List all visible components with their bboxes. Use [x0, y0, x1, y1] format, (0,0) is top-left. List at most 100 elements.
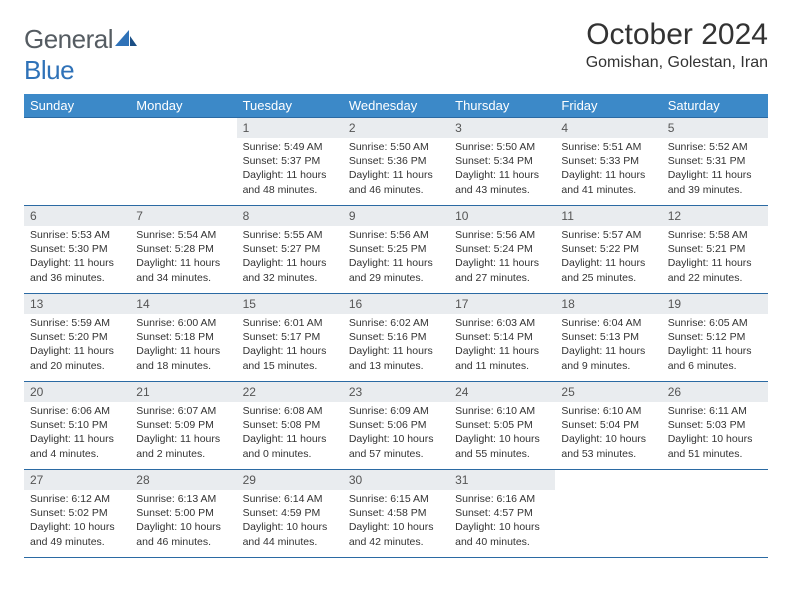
calendar-row: 6Sunrise: 5:53 AMSunset: 5:30 PMDaylight… — [24, 206, 768, 294]
day-info: Sunrise: 5:49 AMSunset: 5:37 PMDaylight:… — [237, 138, 343, 201]
calendar-cell: 22Sunrise: 6:08 AMSunset: 5:08 PMDayligh… — [237, 382, 343, 470]
day-number: 3 — [449, 118, 555, 138]
day-number: 19 — [662, 294, 768, 314]
logo-text-general: General — [24, 24, 113, 54]
calendar-cell: 5Sunrise: 5:52 AMSunset: 5:31 PMDaylight… — [662, 118, 768, 206]
day-number: 28 — [130, 470, 236, 490]
day-info: Sunrise: 6:14 AMSunset: 4:59 PMDaylight:… — [237, 490, 343, 553]
logo-sail-icon — [115, 24, 137, 55]
day-info: Sunrise: 6:04 AMSunset: 5:13 PMDaylight:… — [555, 314, 661, 377]
day-info: Sunrise: 6:16 AMSunset: 4:57 PMDaylight:… — [449, 490, 555, 553]
day-number: 31 — [449, 470, 555, 490]
day-number: 27 — [24, 470, 130, 490]
calendar-cell: 28Sunrise: 6:13 AMSunset: 5:00 PMDayligh… — [130, 470, 236, 558]
day-info: Sunrise: 5:59 AMSunset: 5:20 PMDaylight:… — [24, 314, 130, 377]
calendar-cell: 6Sunrise: 5:53 AMSunset: 5:30 PMDaylight… — [24, 206, 130, 294]
calendar-cell — [130, 118, 236, 206]
logo: GeneralBlue — [24, 24, 137, 86]
calendar-cell: 17Sunrise: 6:03 AMSunset: 5:14 PMDayligh… — [449, 294, 555, 382]
day-info: Sunrise: 6:01 AMSunset: 5:17 PMDaylight:… — [237, 314, 343, 377]
day-number: 2 — [343, 118, 449, 138]
calendar-row: 1Sunrise: 5:49 AMSunset: 5:37 PMDaylight… — [24, 118, 768, 206]
day-info: Sunrise: 6:08 AMSunset: 5:08 PMDaylight:… — [237, 402, 343, 465]
calendar-cell: 13Sunrise: 5:59 AMSunset: 5:20 PMDayligh… — [24, 294, 130, 382]
calendar-cell: 23Sunrise: 6:09 AMSunset: 5:06 PMDayligh… — [343, 382, 449, 470]
day-info: Sunrise: 6:02 AMSunset: 5:16 PMDaylight:… — [343, 314, 449, 377]
day-info: Sunrise: 5:53 AMSunset: 5:30 PMDaylight:… — [24, 226, 130, 289]
weekday-header: Wednesday — [343, 94, 449, 118]
calendar-cell: 30Sunrise: 6:15 AMSunset: 4:58 PMDayligh… — [343, 470, 449, 558]
day-number: 20 — [24, 382, 130, 402]
weekday-header: Friday — [555, 94, 661, 118]
day-number: 12 — [662, 206, 768, 226]
day-number: 29 — [237, 470, 343, 490]
month-title: October 2024 — [586, 18, 768, 52]
weekday-header: Sunday — [24, 94, 130, 118]
weekday-header: Saturday — [662, 94, 768, 118]
calendar-cell — [24, 118, 130, 206]
day-info: Sunrise: 5:56 AMSunset: 5:24 PMDaylight:… — [449, 226, 555, 289]
day-number: 25 — [555, 382, 661, 402]
calendar-cell — [555, 470, 661, 558]
day-info: Sunrise: 6:00 AMSunset: 5:18 PMDaylight:… — [130, 314, 236, 377]
day-number: 6 — [24, 206, 130, 226]
day-number: 22 — [237, 382, 343, 402]
calendar-cell: 2Sunrise: 5:50 AMSunset: 5:36 PMDaylight… — [343, 118, 449, 206]
calendar-cell: 12Sunrise: 5:58 AMSunset: 5:21 PMDayligh… — [662, 206, 768, 294]
calendar-cell: 14Sunrise: 6:00 AMSunset: 5:18 PMDayligh… — [130, 294, 236, 382]
day-number: 24 — [449, 382, 555, 402]
day-info: Sunrise: 6:13 AMSunset: 5:00 PMDaylight:… — [130, 490, 236, 553]
logo-text-blue: Blue — [24, 55, 74, 85]
calendar-cell: 15Sunrise: 6:01 AMSunset: 5:17 PMDayligh… — [237, 294, 343, 382]
calendar-cell: 3Sunrise: 5:50 AMSunset: 5:34 PMDaylight… — [449, 118, 555, 206]
day-number: 8 — [237, 206, 343, 226]
calendar-header-row: SundayMondayTuesdayWednesdayThursdayFrid… — [24, 94, 768, 118]
calendar-cell: 7Sunrise: 5:54 AMSunset: 5:28 PMDaylight… — [130, 206, 236, 294]
day-number: 9 — [343, 206, 449, 226]
calendar-cell: 26Sunrise: 6:11 AMSunset: 5:03 PMDayligh… — [662, 382, 768, 470]
day-number: 4 — [555, 118, 661, 138]
calendar-table: SundayMondayTuesdayWednesdayThursdayFrid… — [24, 94, 768, 558]
day-info: Sunrise: 5:50 AMSunset: 5:34 PMDaylight:… — [449, 138, 555, 201]
weekday-header: Thursday — [449, 94, 555, 118]
day-info: Sunrise: 5:51 AMSunset: 5:33 PMDaylight:… — [555, 138, 661, 201]
day-info: Sunrise: 5:58 AMSunset: 5:21 PMDaylight:… — [662, 226, 768, 289]
day-number: 7 — [130, 206, 236, 226]
header: GeneralBlue October 2024 Gomishan, Goles… — [24, 18, 768, 86]
day-info: Sunrise: 5:52 AMSunset: 5:31 PMDaylight:… — [662, 138, 768, 201]
day-info: Sunrise: 5:50 AMSunset: 5:36 PMDaylight:… — [343, 138, 449, 201]
day-info: Sunrise: 5:57 AMSunset: 5:22 PMDaylight:… — [555, 226, 661, 289]
calendar-cell: 16Sunrise: 6:02 AMSunset: 5:16 PMDayligh… — [343, 294, 449, 382]
day-number: 18 — [555, 294, 661, 314]
day-info: Sunrise: 6:06 AMSunset: 5:10 PMDaylight:… — [24, 402, 130, 465]
logo-text: GeneralBlue — [24, 24, 137, 86]
calendar-body: 1Sunrise: 5:49 AMSunset: 5:37 PMDaylight… — [24, 118, 768, 558]
day-info: Sunrise: 6:03 AMSunset: 5:14 PMDaylight:… — [449, 314, 555, 377]
calendar-cell: 29Sunrise: 6:14 AMSunset: 4:59 PMDayligh… — [237, 470, 343, 558]
calendar-cell: 19Sunrise: 6:05 AMSunset: 5:12 PMDayligh… — [662, 294, 768, 382]
day-number: 30 — [343, 470, 449, 490]
day-number: 26 — [662, 382, 768, 402]
day-number: 5 — [662, 118, 768, 138]
title-block: October 2024 Gomishan, Golestan, Iran — [586, 18, 768, 72]
day-number: 11 — [555, 206, 661, 226]
day-number: 13 — [24, 294, 130, 314]
day-info: Sunrise: 5:54 AMSunset: 5:28 PMDaylight:… — [130, 226, 236, 289]
weekday-header: Monday — [130, 94, 236, 118]
day-number: 16 — [343, 294, 449, 314]
day-number: 14 — [130, 294, 236, 314]
day-info: Sunrise: 5:55 AMSunset: 5:27 PMDaylight:… — [237, 226, 343, 289]
calendar-cell: 31Sunrise: 6:16 AMSunset: 4:57 PMDayligh… — [449, 470, 555, 558]
calendar-cell: 27Sunrise: 6:12 AMSunset: 5:02 PMDayligh… — [24, 470, 130, 558]
calendar-cell: 11Sunrise: 5:57 AMSunset: 5:22 PMDayligh… — [555, 206, 661, 294]
calendar-cell: 9Sunrise: 5:56 AMSunset: 5:25 PMDaylight… — [343, 206, 449, 294]
weekday-header: Tuesday — [237, 94, 343, 118]
calendar-cell: 10Sunrise: 5:56 AMSunset: 5:24 PMDayligh… — [449, 206, 555, 294]
day-info: Sunrise: 6:05 AMSunset: 5:12 PMDaylight:… — [662, 314, 768, 377]
location: Gomishan, Golestan, Iran — [586, 54, 768, 72]
calendar-cell: 4Sunrise: 5:51 AMSunset: 5:33 PMDaylight… — [555, 118, 661, 206]
day-number: 17 — [449, 294, 555, 314]
day-info: Sunrise: 6:10 AMSunset: 5:04 PMDaylight:… — [555, 402, 661, 465]
day-info: Sunrise: 6:12 AMSunset: 5:02 PMDaylight:… — [24, 490, 130, 553]
calendar-row: 13Sunrise: 5:59 AMSunset: 5:20 PMDayligh… — [24, 294, 768, 382]
